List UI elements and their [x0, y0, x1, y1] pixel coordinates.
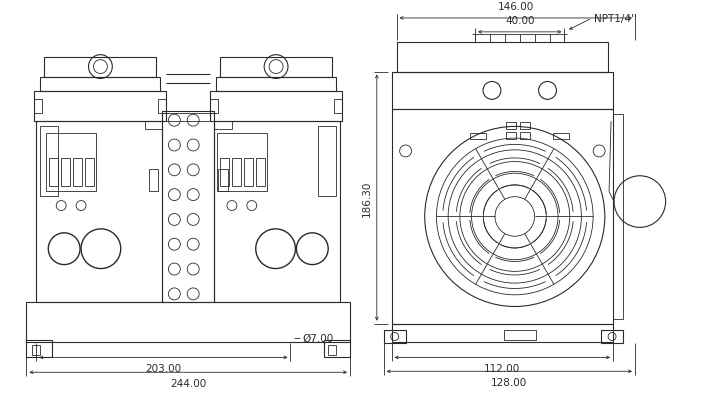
Bar [37, 122, 162, 302]
Bar [318, 127, 336, 196]
Bar [85, 159, 94, 186]
Bar [520, 133, 530, 140]
Bar [148, 169, 158, 191]
Bar [384, 330, 406, 344]
Bar [505, 133, 516, 140]
Bar [218, 169, 228, 191]
Bar [216, 77, 336, 92]
Bar [334, 100, 342, 114]
Bar [470, 134, 486, 140]
Bar [232, 159, 241, 186]
Bar [158, 100, 167, 114]
Bar [49, 159, 58, 186]
Bar [26, 302, 350, 342]
Text: NPT1/4'': NPT1/4'' [594, 14, 637, 24]
Text: 186.30: 186.30 [362, 180, 372, 216]
Bar [504, 330, 536, 340]
Bar [505, 123, 516, 130]
Bar [392, 110, 613, 324]
Bar [210, 100, 218, 114]
Text: 40.00: 40.00 [505, 16, 534, 26]
Bar [217, 134, 267, 191]
Bar [324, 340, 350, 357]
Bar [26, 340, 52, 357]
Bar [214, 122, 340, 302]
Bar [73, 159, 82, 186]
Bar [392, 324, 613, 342]
Bar [47, 134, 96, 191]
Text: 244.00: 244.00 [170, 378, 206, 388]
Text: 128.00: 128.00 [491, 378, 527, 387]
Text: 112.00: 112.00 [484, 364, 520, 373]
Text: Ø7.00: Ø7.00 [302, 333, 334, 343]
Bar [210, 92, 342, 122]
Bar [35, 92, 167, 122]
Bar [397, 43, 608, 72]
Bar [554, 134, 569, 140]
Bar [35, 100, 42, 114]
Bar [44, 58, 157, 77]
Text: 146.00: 146.00 [498, 2, 534, 12]
Bar [613, 115, 623, 319]
Bar [601, 330, 623, 344]
Bar [244, 159, 253, 186]
Bar [256, 159, 265, 186]
Text: 203.00: 203.00 [145, 364, 181, 373]
Bar [220, 159, 229, 186]
Bar [40, 127, 58, 196]
Bar [61, 159, 70, 186]
Bar [220, 58, 332, 77]
Bar [162, 112, 214, 302]
Bar [520, 123, 530, 130]
Bar [40, 77, 160, 92]
Bar [392, 72, 613, 110]
